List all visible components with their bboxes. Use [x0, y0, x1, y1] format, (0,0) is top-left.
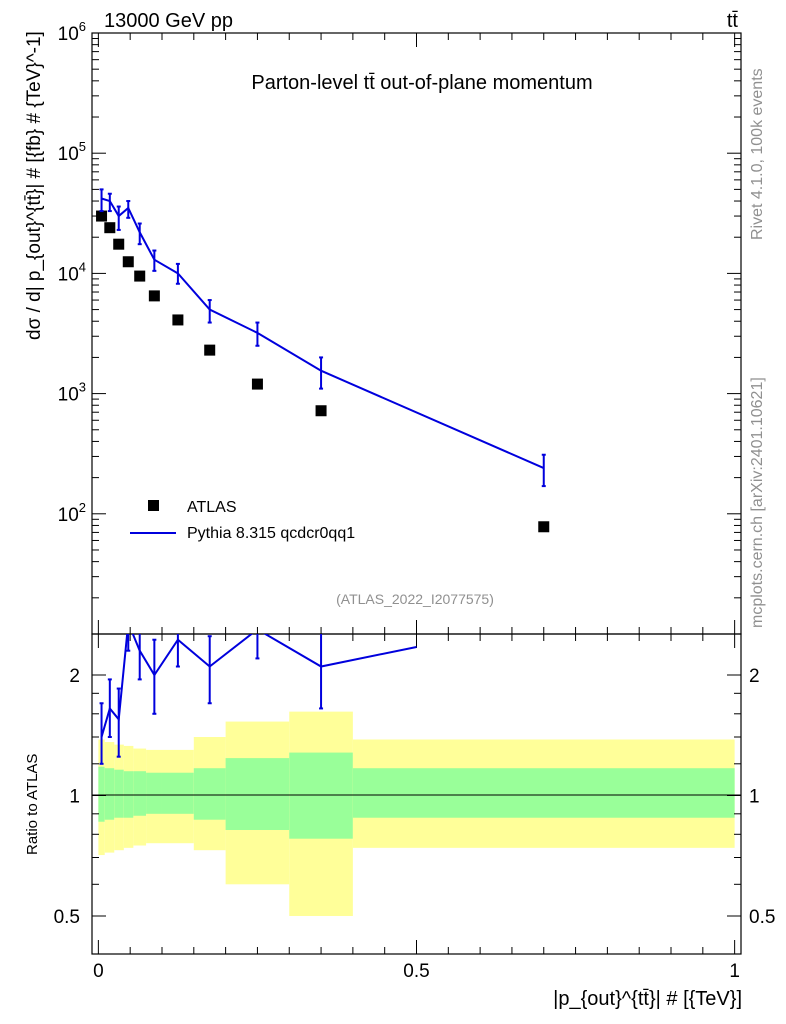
band-green-bin — [161, 772, 194, 814]
x-tick-label: 1 — [729, 961, 740, 982]
band-green-bin — [114, 769, 124, 818]
atlas-data-point — [251, 378, 263, 390]
mcplots-label: mcplots.cern.ch [arXiv:2401.10621] — [749, 377, 766, 628]
band-green-bin — [146, 772, 162, 814]
ratio-y-tick-label: 0.5 — [54, 907, 80, 928]
main-y-axis-label: dσ / d| p_{out}^{tt̄}| # [{fb} # {TeV}^-… — [24, 31, 45, 340]
x-tick-label: 0.5 — [403, 961, 429, 982]
y-tick-label: 105 — [58, 139, 86, 165]
y-tick-label: 104 — [58, 259, 86, 285]
atlas-data-point — [134, 270, 146, 282]
atlas-data-point — [172, 314, 184, 326]
legend-atlas-label: ATLAS — [187, 499, 237, 516]
ratio-y-tick-label: 1 — [69, 787, 80, 808]
main-axis-ticks: 102 103 104 105 106 — [58, 19, 741, 635]
atlas-data-point — [315, 405, 327, 417]
ratio-bands — [98, 711, 735, 916]
ratio-series — [99, 634, 417, 765]
band-green-bin — [352, 768, 735, 818]
atlas-data-point — [122, 256, 134, 268]
band-green-bin — [104, 768, 115, 820]
main-series — [96, 188, 550, 533]
ratio-y-tick-label-right: 1 — [749, 787, 760, 808]
ratio-y-tick-label: 2 — [69, 666, 80, 687]
ratio-y-tick-label-right: 0.5 — [749, 907, 775, 928]
atlas-data-point — [148, 290, 160, 302]
atlas-data-point — [538, 521, 550, 533]
atlas-data-point — [113, 238, 125, 250]
ratio-y-axis-label: Ratio to ATLAS — [24, 754, 41, 855]
ratio-pythia-line — [100, 634, 417, 738]
legend-pythia-label: Pythia 8.315 qcdcr0qq1 — [187, 525, 355, 542]
rivet-label: Rivet 4.1.0, 100k events — [749, 68, 766, 240]
band-green-bin — [123, 771, 134, 818]
process-label: tt̄ — [727, 10, 739, 32]
chart-title: Parton-level tt̄ out-of-plane momentum — [251, 72, 592, 94]
main-panel-frame — [91, 32, 742, 635]
pythia-line — [101, 197, 545, 470]
band-green-bin — [193, 768, 226, 820]
x-tick-label: 0 — [93, 961, 104, 982]
atlas-data-point — [204, 344, 216, 356]
band-green-bin — [289, 752, 353, 839]
band-green-bin — [225, 758, 290, 830]
x-axis-label: |p_{out}^{tt̄}| # [{TeV}] — [553, 988, 742, 1010]
y-tick-label: 103 — [58, 380, 86, 406]
atlas-data-point — [96, 210, 108, 222]
y-tick-label: 106 — [58, 19, 86, 45]
legend-atlas-marker — [148, 500, 159, 511]
ratio-axis-ticks: 0.5 0.5 1 1 2 2 0 0.5 1 — [54, 634, 775, 982]
band-green-bin — [98, 766, 105, 822]
band-green-bin — [133, 771, 147, 816]
ratio-y-tick-label-right: 2 — [749, 666, 760, 687]
y-tick-label: 102 — [58, 500, 86, 526]
atlas-data-point — [104, 222, 116, 234]
reference-label: (ATLAS_2022_I2077575) — [336, 591, 494, 607]
energy-label: 13000 GeV pp — [104, 10, 233, 32]
